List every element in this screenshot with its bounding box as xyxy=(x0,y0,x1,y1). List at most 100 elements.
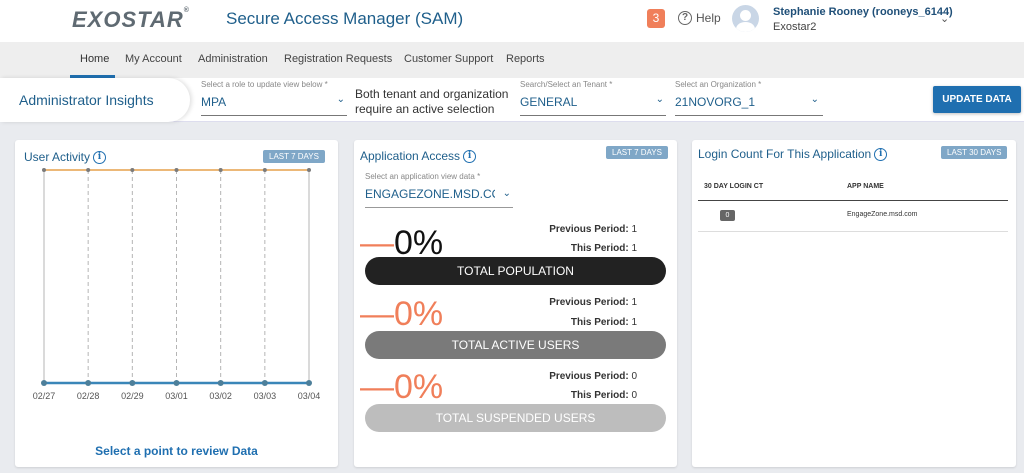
data-point[interactable] xyxy=(306,380,312,386)
tenant-select-value: GENERAL xyxy=(520,95,578,109)
user-activity-period-badge: LAST 7 DAYS xyxy=(263,150,325,163)
total-population-this: This Period: 1 xyxy=(571,243,637,254)
trend-dash: — xyxy=(360,224,394,262)
login-count-title: Login Count For This Application i xyxy=(698,147,888,161)
total-population-previous: Previous Period: 1 xyxy=(549,224,637,235)
review-data-link[interactable]: Select a point to review Data xyxy=(95,444,258,458)
data-point[interactable] xyxy=(307,168,311,172)
logo-registered-mark: ® xyxy=(183,7,190,14)
data-point[interactable] xyxy=(173,380,180,386)
nav-item-administration[interactable]: Administration xyxy=(198,53,268,65)
chevron-down-icon: ⌄ xyxy=(810,94,819,105)
active-nav-indicator xyxy=(70,75,115,78)
info-icon[interactable]: i xyxy=(93,150,107,164)
login-count-period-badge: LAST 30 DAYS xyxy=(941,146,1008,159)
column-header-login-count[interactable]: 30 DAY LOGIN CT xyxy=(704,183,764,190)
data-point[interactable] xyxy=(129,380,136,386)
tenant-select[interactable]: Search/Select an Tenant * GENERAL ⌄ xyxy=(520,78,666,116)
nav-item-home[interactable]: Home xyxy=(80,53,110,65)
selection-note: Both tenant and organization require an … xyxy=(355,87,515,117)
column-header-app-name[interactable]: APP NAME xyxy=(847,183,884,190)
role-select[interactable]: Select a role to update view below * MPA… xyxy=(201,78,347,116)
application-access-panel: Application Access i LAST 7 DAYS Select … xyxy=(354,140,677,467)
data-point[interactable] xyxy=(262,168,267,172)
x-tick-label: 02/29 xyxy=(121,391,144,401)
data-point[interactable] xyxy=(86,168,91,172)
application-access-title: Application Access i xyxy=(360,149,477,163)
this-period-value: 0 xyxy=(631,390,637,401)
user-avatar-icon[interactable] xyxy=(732,5,759,32)
help-link[interactable]: ? Help xyxy=(678,11,721,25)
user-activity-chart[interactable]: 02/27 02/28 02/29 03/01 03/02 03/03 03/04 xyxy=(15,140,338,420)
data-point[interactable] xyxy=(42,168,46,172)
selection-bar: Administrator Insights Select a role to … xyxy=(0,78,1024,122)
data-point[interactable] xyxy=(261,380,268,386)
user-menu-chevron-down-icon[interactable]: ⌄ xyxy=(940,13,950,25)
user-activity-title: User Activity i xyxy=(24,150,107,164)
nav-item-my-account[interactable]: My Account xyxy=(125,53,182,65)
help-label: Help xyxy=(696,11,721,25)
total-suspended-users-this: This Period: 0 xyxy=(571,390,637,401)
application-access-period-badge: LAST 7 DAYS xyxy=(606,146,668,159)
top-header: EXOSTAR® Secure Access Manager (SAM) 3 ?… xyxy=(0,0,1024,42)
user-activity-title-text: User Activity xyxy=(24,150,91,164)
total-active-users-bar[interactable]: TOTAL ACTIVE USERS xyxy=(365,331,666,359)
nav-item-reports[interactable]: Reports xyxy=(506,53,545,65)
x-tick-label: 02/28 xyxy=(77,391,100,401)
main-navigation: Home My Account Administration Registrat… xyxy=(0,42,1024,78)
x-tick-label: 03/01 xyxy=(165,391,188,401)
total-suspended-users-bar[interactable]: TOTAL SUSPENDED USERS xyxy=(365,404,666,432)
x-tick-label: 03/03 xyxy=(254,391,277,401)
info-icon[interactable]: i xyxy=(463,149,477,163)
app-title: Secure Access Manager (SAM) xyxy=(226,9,464,28)
data-point[interactable] xyxy=(174,168,179,172)
trend-dash: — xyxy=(360,295,394,333)
user-organization: Exostar2 xyxy=(773,21,817,33)
info-icon[interactable]: i xyxy=(874,147,888,161)
this-period-value: 1 xyxy=(631,317,637,328)
x-tick-label: 03/04 xyxy=(298,391,321,401)
logo-text: EXOSTAR xyxy=(72,7,184,32)
x-tick-label: 03/02 xyxy=(209,391,232,401)
total-active-users-this: This Period: 1 xyxy=(571,317,637,328)
total-active-users-previous: Previous Period: 1 xyxy=(549,297,637,308)
previous-period-label: Previous Period: xyxy=(549,297,629,308)
total-suspended-users-previous: Previous Period: 0 xyxy=(549,371,637,382)
this-period-label: This Period: xyxy=(570,243,629,254)
organization-select-value: 21NOVORG_1 xyxy=(675,95,756,109)
organization-select-label: Select an Organization * xyxy=(675,80,762,89)
nav-item-registration-requests[interactable]: Registration Requests xyxy=(284,53,393,65)
application-select[interactable]: ENGAGEZONE.MSD.COM ⌄ xyxy=(365,184,513,208)
application-select-value: ENGAGEZONE.MSD.COM xyxy=(365,187,495,201)
total-population-bar[interactable]: TOTAL POPULATION xyxy=(365,257,666,285)
selection-note-line-1: Both tenant and organization xyxy=(355,87,509,101)
table-row-app-name: EngageZone.msd.com xyxy=(847,211,918,218)
nav-item-customer-support[interactable]: Customer Support xyxy=(404,53,494,65)
data-point[interactable] xyxy=(130,168,135,172)
update-data-button[interactable]: UPDATE DATA xyxy=(933,86,1021,113)
role-select-label: Select a role to update view below * xyxy=(201,80,328,89)
previous-period-label: Previous Period: xyxy=(549,371,629,382)
this-period-label: This Period: xyxy=(570,390,629,401)
data-point[interactable] xyxy=(85,380,92,386)
exostar-logo[interactable]: EXOSTAR® xyxy=(72,7,190,33)
previous-period-value: 0 xyxy=(631,371,637,382)
notification-badge[interactable]: 3 xyxy=(647,9,665,28)
application-select-label: Select an application view data * xyxy=(365,172,481,181)
login-count-panel: Login Count For This Application i LAST … xyxy=(692,140,1016,467)
organization-select[interactable]: Select an Organization * 21NOVORG_1 ⌄ xyxy=(675,78,823,116)
data-point[interactable] xyxy=(218,168,223,172)
chevron-down-icon: ⌄ xyxy=(336,94,345,105)
total-suspended-users-percent: 0% xyxy=(394,368,444,406)
data-point[interactable] xyxy=(41,380,47,386)
data-point[interactable] xyxy=(217,380,224,386)
table-row-divider xyxy=(698,231,1008,232)
previous-period-label: Previous Period: xyxy=(549,224,629,235)
login-count-title-text: Login Count For This Application xyxy=(698,147,872,161)
admin-insights-tab: Administrator Insights xyxy=(0,78,190,122)
table-header-divider xyxy=(698,200,1008,201)
role-select-value: MPA xyxy=(201,95,227,109)
help-circle-icon: ? xyxy=(678,11,692,25)
chevron-down-icon: ⌄ xyxy=(502,188,511,199)
selection-note-line-2: require an active selection xyxy=(355,102,495,116)
